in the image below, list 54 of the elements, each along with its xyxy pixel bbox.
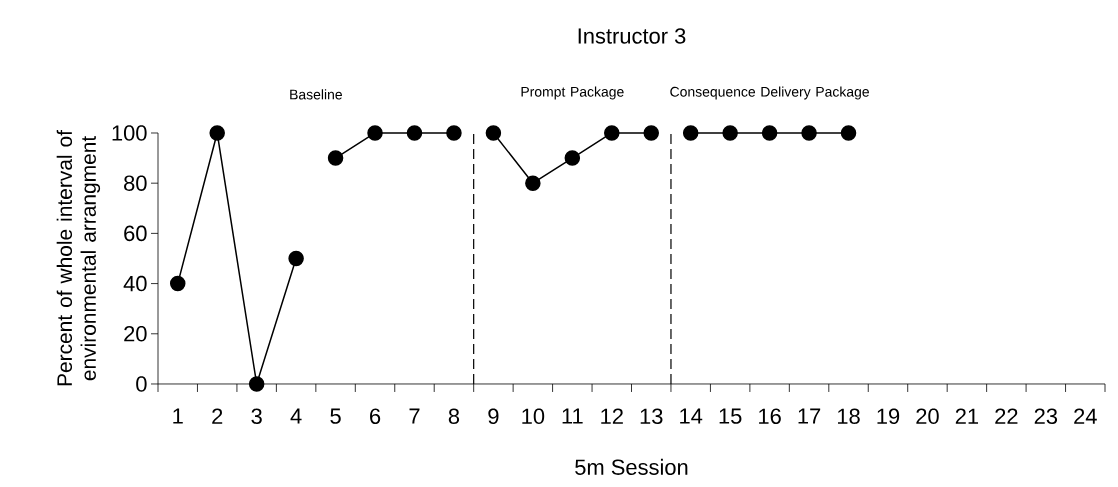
point <box>761 125 778 141</box>
y-tick-label: 40 <box>123 275 147 292</box>
chart-title: Instructor 3 <box>578 28 686 44</box>
text: Consequence Delivery Package <box>670 86 869 100</box>
x-tick-label: 18 <box>838 408 860 425</box>
point <box>169 275 186 292</box>
point <box>248 376 265 392</box>
point <box>840 125 857 141</box>
y-tick-label: 60 <box>124 225 147 242</box>
point <box>446 125 462 141</box>
x-tick-label: 7 <box>409 408 420 424</box>
y-tick-label: 20 <box>124 326 147 342</box>
x-tick-label: 15 <box>719 408 742 424</box>
point <box>209 125 225 141</box>
x-tick-label: 9 <box>488 408 499 425</box>
x-tick-label: 13 <box>640 408 663 425</box>
y-axis-title: Percent of whole interval of environmental arrangment <box>56 130 101 386</box>
y-tick-label: 100 <box>112 125 147 141</box>
point <box>367 125 383 141</box>
point <box>604 125 620 141</box>
y-tick-label: 80 <box>124 175 147 191</box>
point <box>525 175 541 191</box>
point <box>564 150 581 166</box>
x-tick-label: 24 <box>1074 408 1097 424</box>
x-tick-label: 21 <box>955 408 979 424</box>
y-tick-label: 0 <box>136 376 147 392</box>
point <box>288 250 304 267</box>
point <box>682 125 699 141</box>
text: Prompt Package <box>521 86 624 100</box>
x-tick-label: 2 <box>212 408 223 424</box>
x-tick-label: 3 <box>251 408 262 425</box>
x-tick-label: 16 <box>759 408 781 425</box>
point <box>327 150 344 166</box>
x-tick-label: 17 <box>798 408 821 424</box>
x-tick-label: 4 <box>290 408 302 424</box>
point <box>643 125 659 141</box>
x-tick-label: 11 <box>562 408 583 424</box>
x-tick-label: 23 <box>1034 408 1058 425</box>
x-tick-label: 12 <box>601 408 623 424</box>
x-tick-label: 8 <box>448 408 460 425</box>
x-axis-title: 5m Session <box>575 458 688 475</box>
x-tick-label: 6 <box>370 408 381 425</box>
x-tick-label: 22 <box>995 408 1018 424</box>
x-tick-label: 19 <box>877 408 900 425</box>
point <box>801 125 817 141</box>
x-tick-label: 14 <box>680 408 703 424</box>
point <box>485 125 502 141</box>
x-tick-label: 10 <box>522 408 545 425</box>
x-tick-label: 20 <box>916 408 939 425</box>
point <box>406 125 423 141</box>
x-tick-label: 5 <box>330 408 341 424</box>
text: Baseline <box>290 89 342 100</box>
x-tick-label: 1 <box>173 408 183 424</box>
point <box>722 125 738 141</box>
